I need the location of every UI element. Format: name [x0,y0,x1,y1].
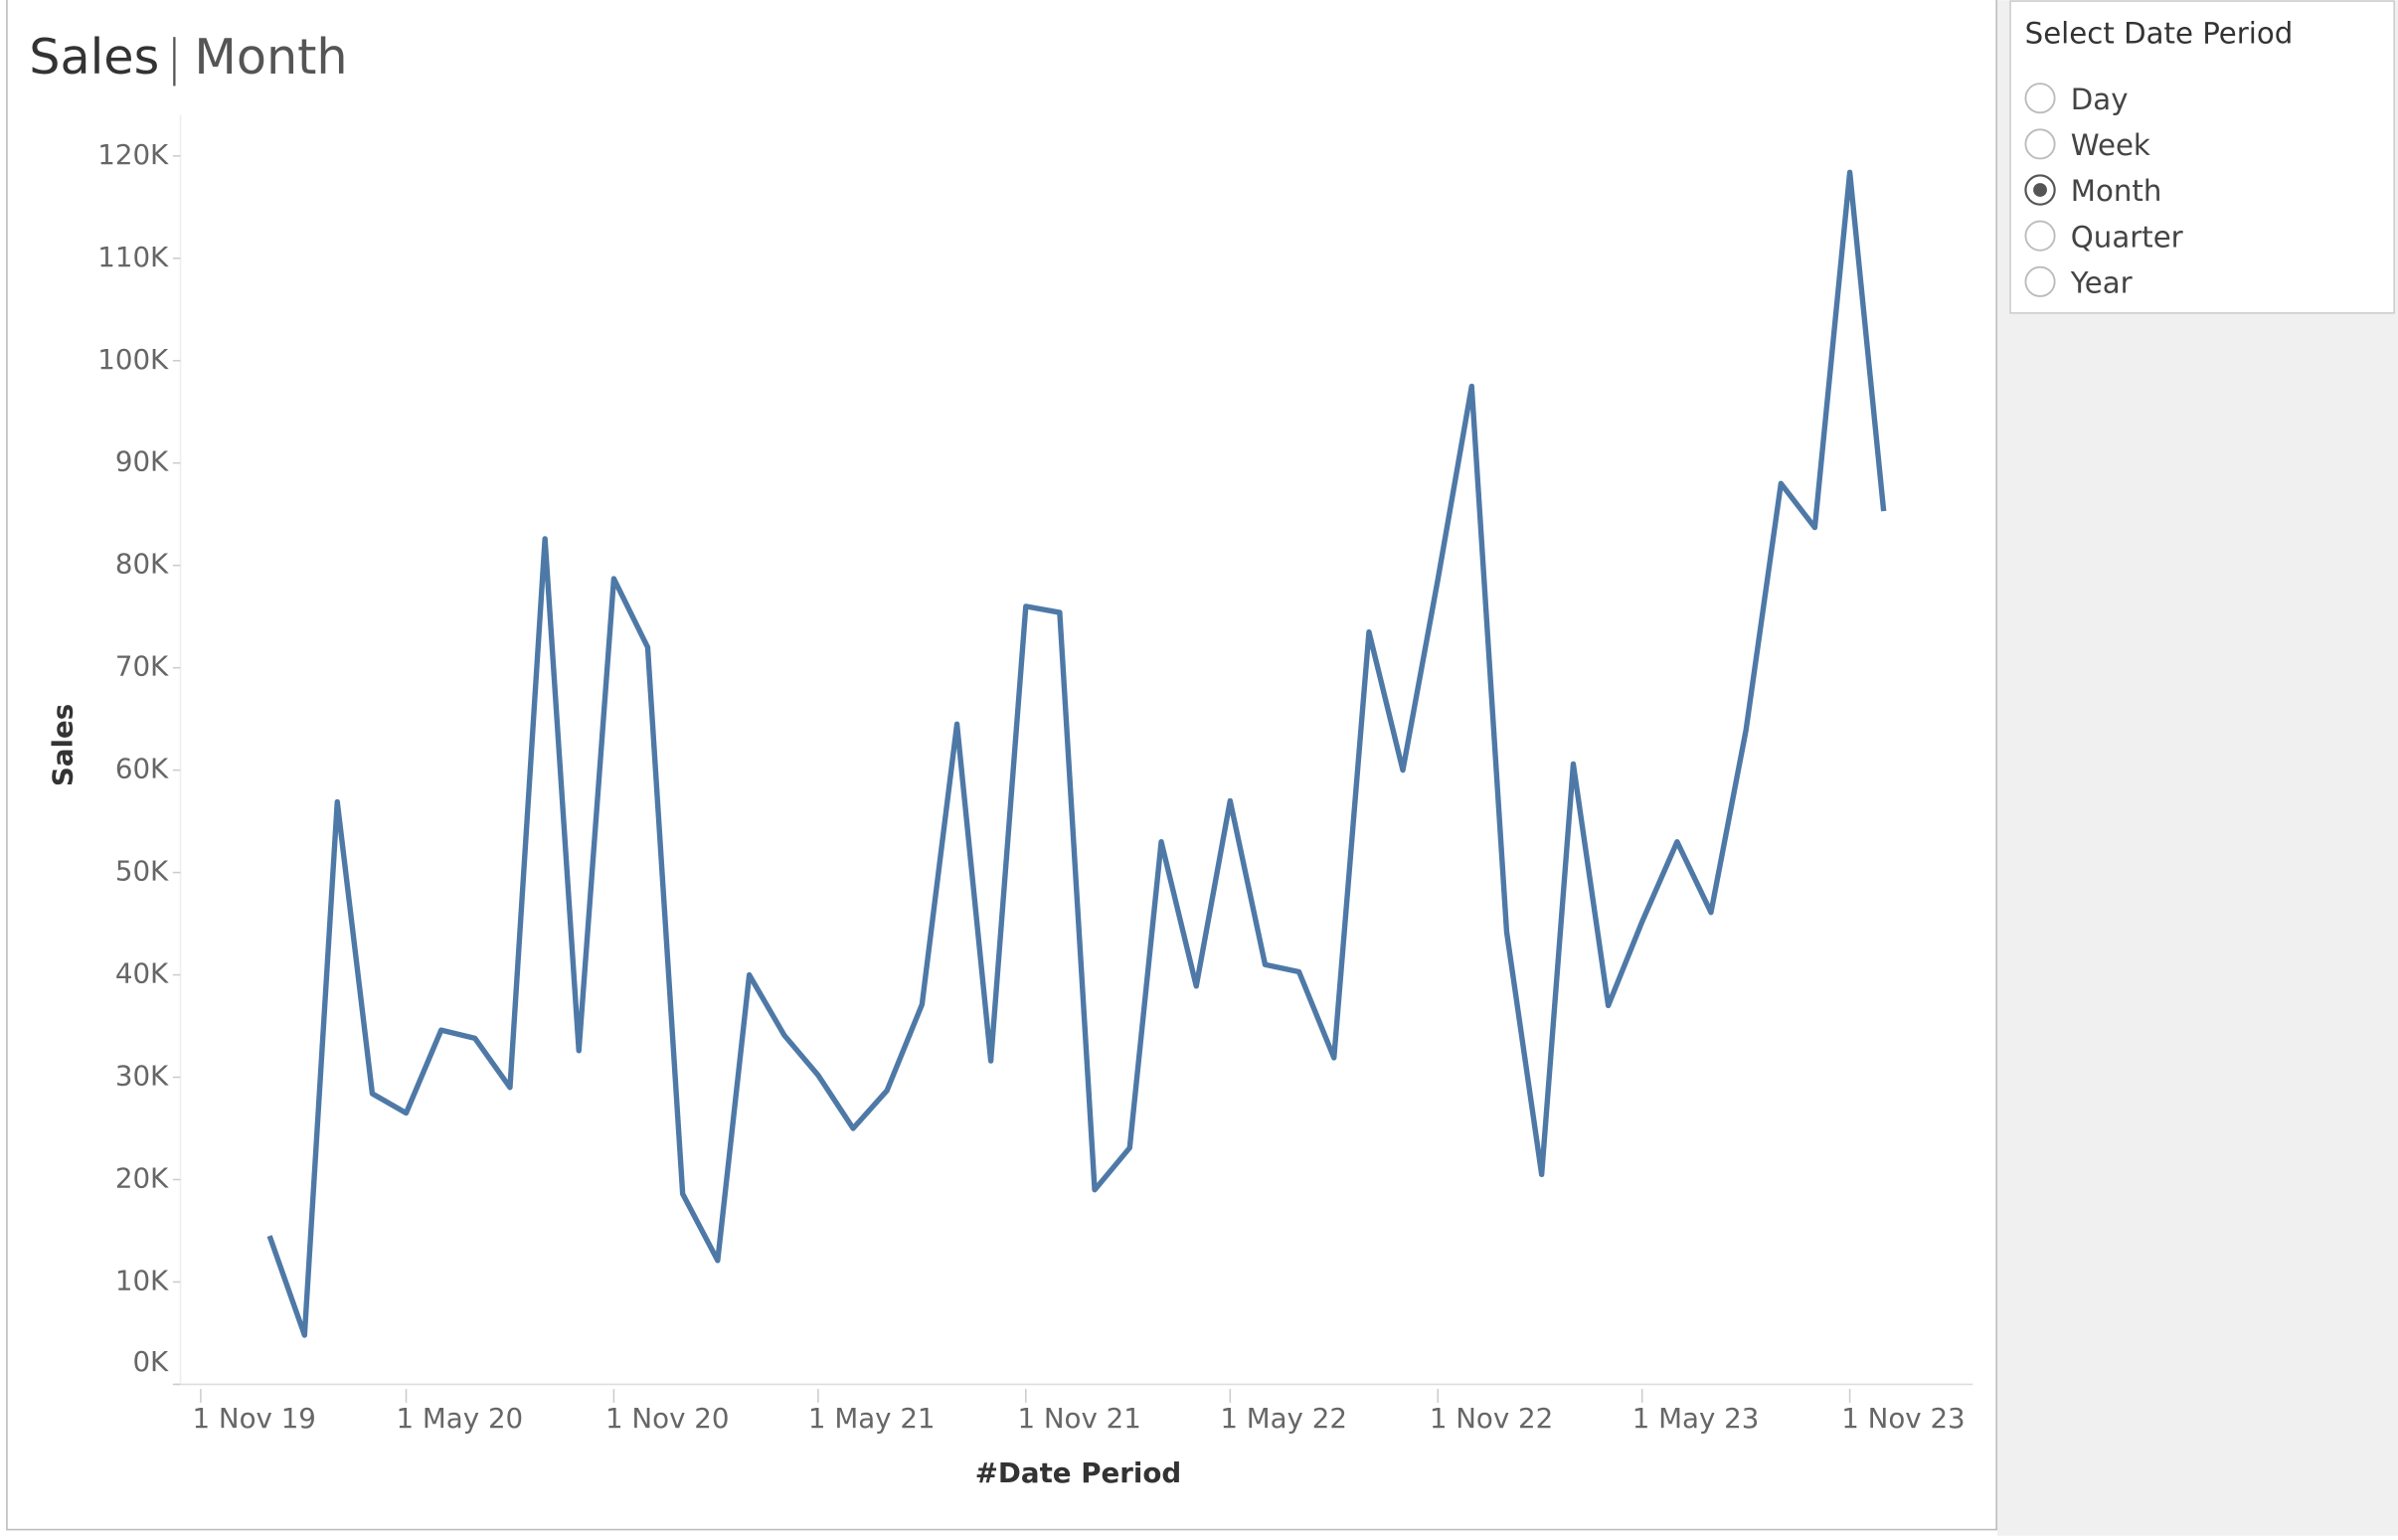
radio-button[interactable] [2024,220,2056,252]
radio-button[interactable] [2024,128,2056,160]
x-tick-label: 1 May 22 [1220,1402,1347,1435]
x-axis-label: #Date Period [975,1456,1181,1489]
chart-frame [6,0,1997,1531]
y-tick-label: 100K [97,343,169,376]
x-tick-label: 1 Nov 19 [193,1402,316,1435]
y-tick-label: 50K [115,855,169,888]
x-tick-label: 1 Nov 20 [605,1402,729,1435]
x-tick-label: 1 May 20 [397,1402,524,1435]
y-tick-label: 120K [97,138,169,171]
y-tick-label: 80K [115,548,169,581]
x-tick-label: 1 Nov 23 [1841,1402,1965,1435]
chart-subtitle: Month [194,28,347,86]
x-tick-label: 1 May 23 [1632,1402,1760,1435]
radio-button[interactable] [2024,265,2056,297]
radio-button[interactable] [2024,83,2056,114]
y-tick-label: 10K [115,1264,169,1296]
sales-line [266,169,1887,1338]
x-tick-label: 1 Nov 21 [1017,1402,1140,1435]
radio-label[interactable]: Day [2071,83,2129,116]
radio-dot [2033,183,2047,197]
y-tick-label: 40K [115,957,169,990]
y-tick-label: 30K [115,1060,169,1093]
filter-title: Select Date Period [2025,17,2294,51]
filter-panel [2009,0,2395,314]
y-tick-label: 20K [115,1161,169,1194]
radio-label[interactable]: Quarter [2071,220,2184,254]
y-tick-label: 60K [115,753,169,785]
y-tick-label: 0K [132,1345,169,1378]
radio-label[interactable]: Month [2071,174,2162,208]
y-tick-label: 90K [115,445,169,478]
y-axis-label: Sales [47,704,80,786]
x-tick-label: 1 May 21 [808,1402,936,1435]
chart-title: Sales [29,28,159,86]
x-tick-label: 1 Nov 22 [1430,1402,1553,1435]
radio-label[interactable]: Year [2070,265,2134,299]
radio-label[interactable]: Week [2071,128,2150,162]
y-tick-label: 70K [115,650,169,683]
radio-outline [2024,174,2056,206]
y-tick-label: 110K [97,241,169,273]
